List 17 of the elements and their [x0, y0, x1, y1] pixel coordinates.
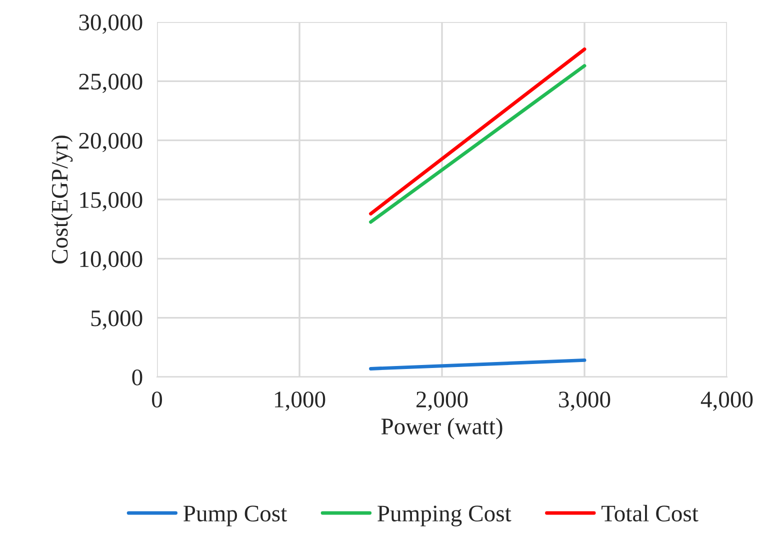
legend-label: Total Cost	[602, 504, 698, 522]
x-tick-label: 4,000	[700, 392, 753, 411]
x-tick-label: 1,000	[275, 392, 326, 411]
x-axis-title: Power (watt)	[381, 418, 502, 440]
x-tick-label: 2,000	[416, 392, 468, 411]
y-tick-label: 0	[132, 369, 142, 386]
y-tick-label: 15,000	[80, 192, 142, 212]
y-axis-title: Cost(EGP/yr)	[51, 136, 73, 264]
legend-label: Pump Cost	[184, 506, 288, 526]
legend-label: Pumping Cost	[378, 506, 512, 526]
x-tick-label: 0	[152, 392, 162, 408]
y-tick-label: 5,000	[91, 310, 142, 330]
y-tick-label: 20,000	[79, 132, 142, 152]
y-tick-label: 30,000	[79, 14, 142, 34]
y-tick-label: 25,000	[79, 74, 142, 93]
x-tick-label: 3,000	[559, 392, 610, 411]
y-tick-label: 10,000	[80, 251, 142, 270]
